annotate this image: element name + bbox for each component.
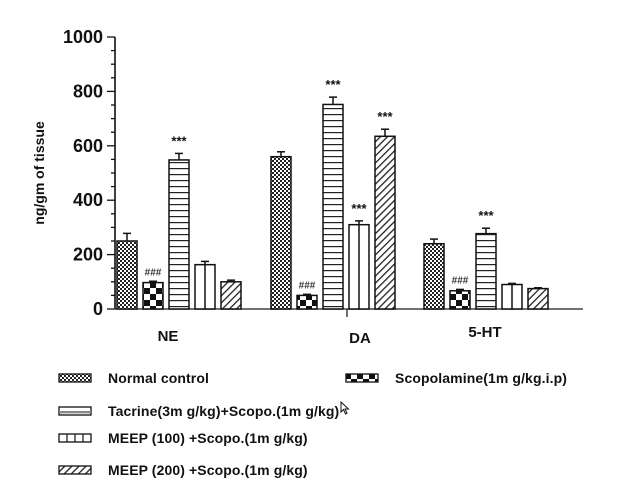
bar-chart: 0 200 400 600 800 1000 NE DA 5-HT ### ### ### *** **… [31, 27, 583, 347]
y-tick-label: 200 [73, 245, 103, 265]
legend-swatch [58, 406, 92, 416]
bar [322, 103, 344, 310]
x-category-label: 5-HT [468, 324, 501, 341]
bar [449, 290, 471, 310]
significance-hash: ### [452, 275, 469, 286]
legend-label: Normal control [108, 370, 209, 386]
x-category-label: NE [158, 328, 179, 345]
legend-label: Scopolamine(1m g/kg.i.p) [395, 370, 567, 386]
bars: ### ### ### *** *** *** *** *** [116, 77, 549, 310]
legend-item: MEEP (200) +Scopo.(1m g/kg) [58, 460, 308, 480]
axes: 0 200 400 600 800 1000 NE DA 5-HT [63, 27, 583, 347]
y-tick-label: 800 [73, 81, 103, 101]
legend-swatch [345, 373, 379, 383]
significance-hash: ### [145, 267, 162, 278]
bar [374, 135, 396, 310]
significance-stars: *** [478, 208, 494, 223]
legend-swatch [58, 465, 92, 475]
legend-swatch [58, 433, 92, 443]
bar [220, 281, 242, 310]
legend-swatch-fill [345, 373, 379, 383]
bar [142, 281, 164, 310]
bar [475, 232, 497, 310]
legend-item: Tacrine(3m g/kg)+Scopo.(1m g/kg) [58, 401, 339, 421]
legend-swatch-fill [58, 465, 92, 475]
legend-item: Scopolamine(1m g/kg.i.p) [345, 368, 567, 388]
y-tick-label: 0 [93, 299, 103, 319]
bar [168, 159, 190, 310]
significance-stars: *** [171, 133, 187, 148]
significance-stars: *** [377, 109, 393, 124]
legend-label: MEEP (200) +Scopo.(1m g/kg) [108, 462, 308, 478]
mouse-cursor-icon [340, 401, 350, 415]
significance-stars: *** [351, 201, 367, 216]
y-axis-label: ng/gm of tissue [31, 121, 47, 225]
legend-swatch-fill [58, 373, 92, 383]
legend-item: MEEP (100) +Scopo.(1m g/kg) [58, 428, 308, 448]
significance-hash: ### [299, 280, 316, 291]
bar [527, 287, 549, 310]
x-category-label: DA [349, 330, 371, 347]
y-tick-label: 600 [73, 136, 103, 156]
bar [296, 294, 318, 310]
legend-item: Normal control [58, 368, 209, 388]
legend-label: MEEP (100) +Scopo.(1m g/kg) [108, 430, 308, 446]
legend-swatch [58, 373, 92, 383]
y-tick-label: 1000 [63, 27, 103, 47]
y-tick-label: 400 [73, 190, 103, 210]
bar [116, 240, 138, 310]
bar [423, 242, 445, 310]
bar [270, 155, 292, 310]
significance-stars: *** [325, 77, 341, 92]
legend-label: Tacrine(3m g/kg)+Scopo.(1m g/kg) [108, 403, 340, 419]
